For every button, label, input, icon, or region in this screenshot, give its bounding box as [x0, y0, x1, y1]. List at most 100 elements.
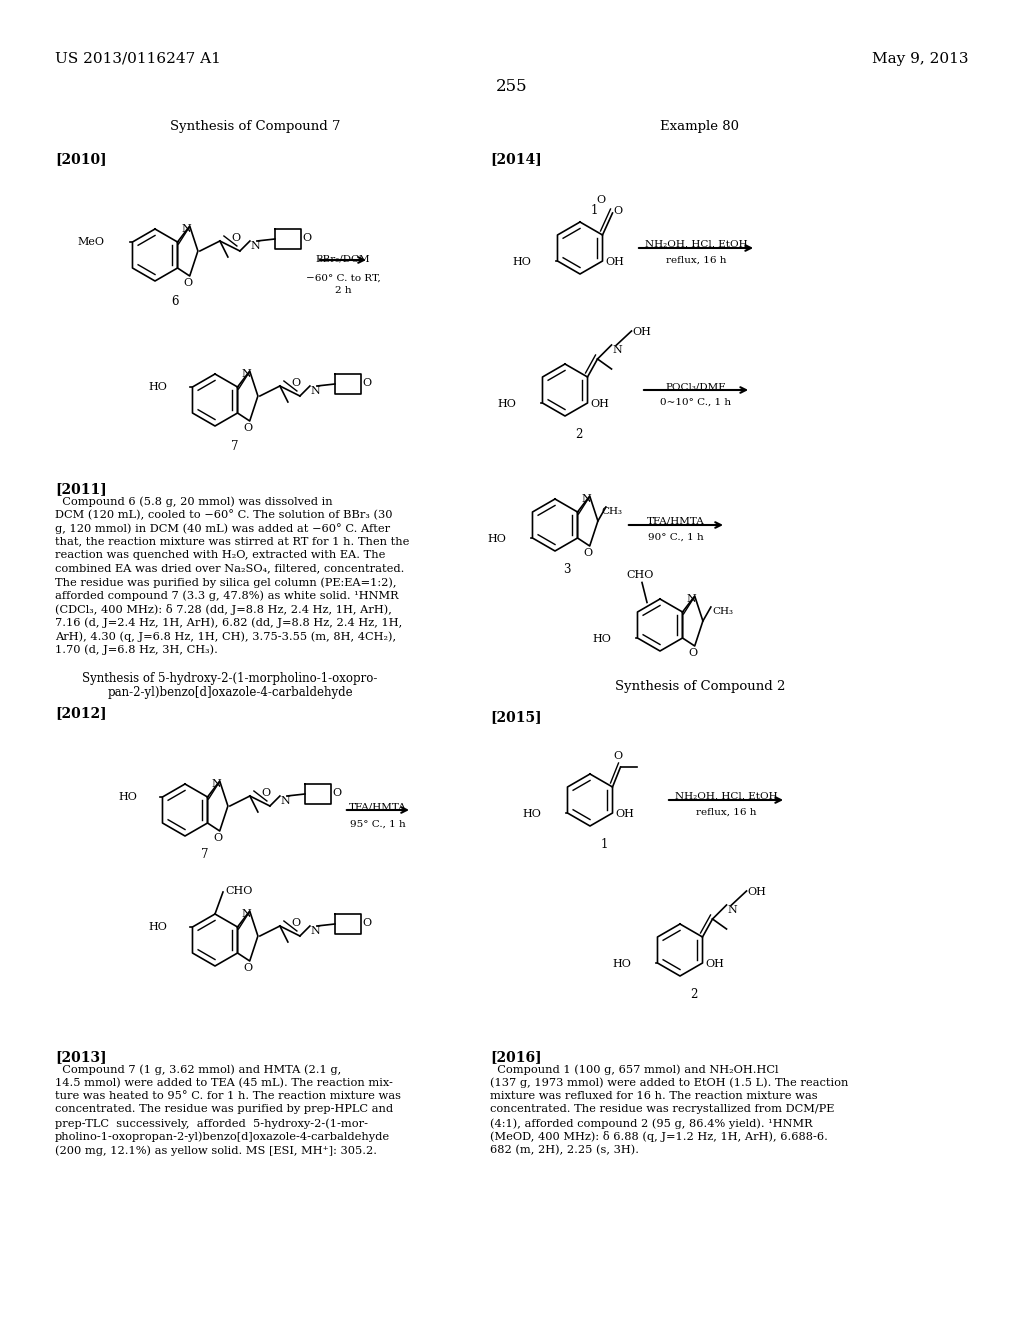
Text: 1: 1 [600, 838, 607, 851]
Text: 90° C., 1 h: 90° C., 1 h [648, 533, 703, 543]
Text: 95° C., 1 h: 95° C., 1 h [350, 820, 406, 829]
Text: The residue was purified by silica gel column (PE:EA=1:2),: The residue was purified by silica gel c… [55, 577, 396, 587]
Text: HO: HO [148, 921, 168, 932]
Text: CH₃: CH₃ [712, 607, 733, 616]
Text: OH: OH [605, 257, 625, 267]
Text: N: N [311, 927, 321, 936]
Text: 2: 2 [690, 987, 697, 1001]
Text: [2013]: [2013] [55, 1049, 106, 1064]
Text: Synthesis of 5-hydroxy-2-(1-morpholino-1-oxopro-: Synthesis of 5-hydroxy-2-(1-morpholino-1… [82, 672, 378, 685]
Text: HO: HO [513, 257, 531, 267]
Text: (MeOD, 400 MHz): δ 6.88 (q, J=1.2 Hz, 1H, ArH), 6.688-6.: (MeOD, 400 MHz): δ 6.88 (q, J=1.2 Hz, 1H… [490, 1131, 827, 1143]
Text: (CDCl₃, 400 MHz): δ 7.28 (dd, J=8.8 Hz, 2.4 Hz, 1H, ArH),: (CDCl₃, 400 MHz): δ 7.28 (dd, J=8.8 Hz, … [55, 605, 392, 615]
Text: 2: 2 [575, 428, 583, 441]
Text: (137 g, 1973 mmol) were added to EtOH (1.5 L). The reaction: (137 g, 1973 mmol) were added to EtOH (1… [490, 1077, 848, 1088]
Text: (200 mg, 12.1%) as yellow solid. MS [ESI, MH⁺]: 305.2.: (200 mg, 12.1%) as yellow solid. MS [ESI… [55, 1144, 377, 1155]
Text: reflux, 16 h: reflux, 16 h [666, 256, 726, 265]
Text: Example 80: Example 80 [660, 120, 739, 133]
Text: N: N [281, 796, 291, 807]
Text: OH: OH [615, 809, 635, 818]
Text: MeO: MeO [78, 238, 104, 247]
Text: combined EA was dried over Na₂SO₄, filtered, concentrated.: combined EA was dried over Na₂SO₄, filte… [55, 564, 404, 573]
Text: POCl₃/DMF: POCl₃/DMF [666, 381, 726, 391]
Text: 7: 7 [202, 847, 209, 861]
Text: TFA/HMTA: TFA/HMTA [349, 803, 407, 810]
Text: −60° C. to RT,: −60° C. to RT, [305, 275, 380, 282]
Text: CH₃: CH₃ [601, 507, 622, 516]
Text: May 9, 2013: May 9, 2013 [872, 51, 969, 66]
Text: N: N [612, 345, 623, 355]
Text: OH: OH [706, 960, 724, 969]
Text: afforded compound 7 (3.3 g, 47.8%) as white solid. ¹HNMR: afforded compound 7 (3.3 g, 47.8%) as wh… [55, 590, 398, 601]
Text: O: O [292, 378, 300, 388]
Text: BBr₃/DCM: BBr₃/DCM [315, 253, 371, 263]
Text: Synthesis of Compound 7: Synthesis of Compound 7 [170, 120, 340, 133]
Text: HO: HO [593, 634, 611, 644]
Text: O: O [292, 917, 300, 928]
Text: concentrated. The residue was recrystallized from DCM/PE: concentrated. The residue was recrystall… [490, 1105, 835, 1114]
Text: [2011]: [2011] [55, 482, 106, 496]
Text: OH: OH [748, 887, 766, 898]
Text: N: N [182, 224, 191, 234]
Text: N: N [242, 370, 252, 379]
Text: 1: 1 [590, 205, 598, 216]
Text: 1.70 (d, J=6.8 Hz, 3H, CH₃).: 1.70 (d, J=6.8 Hz, 3H, CH₃). [55, 644, 218, 655]
Text: O: O [243, 422, 252, 433]
Text: reaction was quenched with H₂O, extracted with EA. The: reaction was quenched with H₂O, extracte… [55, 550, 385, 560]
Text: CHO: CHO [627, 570, 653, 581]
Text: DCM (120 mL), cooled to −60° C. The solution of BBr₃ (30: DCM (120 mL), cooled to −60° C. The solu… [55, 510, 392, 520]
Text: 0~10° C., 1 h: 0~10° C., 1 h [660, 399, 731, 407]
Text: O: O [596, 195, 605, 205]
Text: OH: OH [591, 399, 609, 409]
Text: [2010]: [2010] [55, 152, 106, 166]
Text: reflux, 16 h: reflux, 16 h [695, 808, 757, 817]
Text: O: O [302, 234, 311, 243]
Text: O: O [231, 234, 241, 243]
Text: HO: HO [487, 535, 507, 544]
Text: OH: OH [633, 327, 651, 337]
Text: HO: HO [612, 960, 632, 969]
Text: O: O [688, 648, 697, 657]
Text: US 2013/0116247 A1: US 2013/0116247 A1 [55, 51, 221, 66]
Text: prep-TLC  successively,  afforded  5-hydroxy-2-(1-mor-: prep-TLC successively, afforded 5-hydrox… [55, 1118, 368, 1129]
Text: O: O [613, 751, 622, 762]
Text: O: O [361, 378, 371, 388]
Text: O: O [243, 964, 252, 973]
Text: O: O [261, 788, 270, 799]
Text: ture was heated to 95° C. for 1 h. The reaction mixture was: ture was heated to 95° C. for 1 h. The r… [55, 1092, 401, 1101]
Text: HO: HO [498, 399, 516, 409]
Text: 14.5 mmol) were added to TEA (45 mL). The reaction mix-: 14.5 mmol) were added to TEA (45 mL). Th… [55, 1077, 393, 1088]
Text: pholino-1-oxopropan-2-yl)benzo[d]oxazole-4-carbaldehyde: pholino-1-oxopropan-2-yl)benzo[d]oxazole… [55, 1131, 390, 1142]
Text: 2 h: 2 h [335, 286, 351, 294]
Text: O: O [613, 206, 623, 216]
Text: N: N [687, 594, 696, 605]
Text: TFA/HMTA: TFA/HMTA [647, 517, 705, 525]
Text: Synthesis of Compound 2: Synthesis of Compound 2 [614, 680, 785, 693]
Text: 3: 3 [563, 564, 570, 576]
Text: O: O [583, 548, 592, 558]
Text: [2012]: [2012] [55, 706, 106, 719]
Text: ArH), 4.30 (q, J=6.8 Hz, 1H, CH), 3.75-3.55 (m, 8H, 4CH₂),: ArH), 4.30 (q, J=6.8 Hz, 1H, CH), 3.75-3… [55, 631, 396, 642]
Text: [2015]: [2015] [490, 710, 542, 723]
Text: O: O [213, 833, 222, 843]
Text: 6: 6 [171, 294, 179, 308]
Text: N: N [212, 779, 221, 789]
Text: N: N [582, 494, 592, 504]
Text: N: N [727, 906, 737, 915]
Text: NH₂OH, HCl, EtOH: NH₂OH, HCl, EtOH [675, 792, 777, 801]
Text: 255: 255 [497, 78, 527, 95]
Text: N: N [311, 385, 321, 396]
Text: 7: 7 [231, 440, 239, 453]
Text: [2016]: [2016] [490, 1049, 542, 1064]
Text: Compound 6 (5.8 g, 20 mmol) was dissolved in: Compound 6 (5.8 g, 20 mmol) was dissolve… [55, 496, 333, 507]
Text: [2014]: [2014] [490, 152, 542, 166]
Text: concentrated. The residue was purified by prep-HPLC and: concentrated. The residue was purified b… [55, 1105, 393, 1114]
Text: Compound 7 (1 g, 3.62 mmol) and HMTA (2.1 g,: Compound 7 (1 g, 3.62 mmol) and HMTA (2.… [55, 1064, 341, 1074]
Text: O: O [332, 788, 341, 799]
Text: Compound 1 (100 g, 657 mmol) and NH₂OH.HCl: Compound 1 (100 g, 657 mmol) and NH₂OH.H… [490, 1064, 778, 1074]
Text: 7.16 (d, J=2.4 Hz, 1H, ArH), 6.82 (dd, J=8.8 Hz, 2.4 Hz, 1H,: 7.16 (d, J=2.4 Hz, 1H, ArH), 6.82 (dd, J… [55, 618, 402, 628]
Text: HO: HO [119, 792, 137, 803]
Text: that, the reaction mixture was stirred at RT for 1 h. Then the: that, the reaction mixture was stirred a… [55, 536, 410, 546]
Text: HO: HO [148, 381, 168, 392]
Text: (4:1), afforded compound 2 (95 g, 86.4% yield). ¹HNMR: (4:1), afforded compound 2 (95 g, 86.4% … [490, 1118, 813, 1129]
